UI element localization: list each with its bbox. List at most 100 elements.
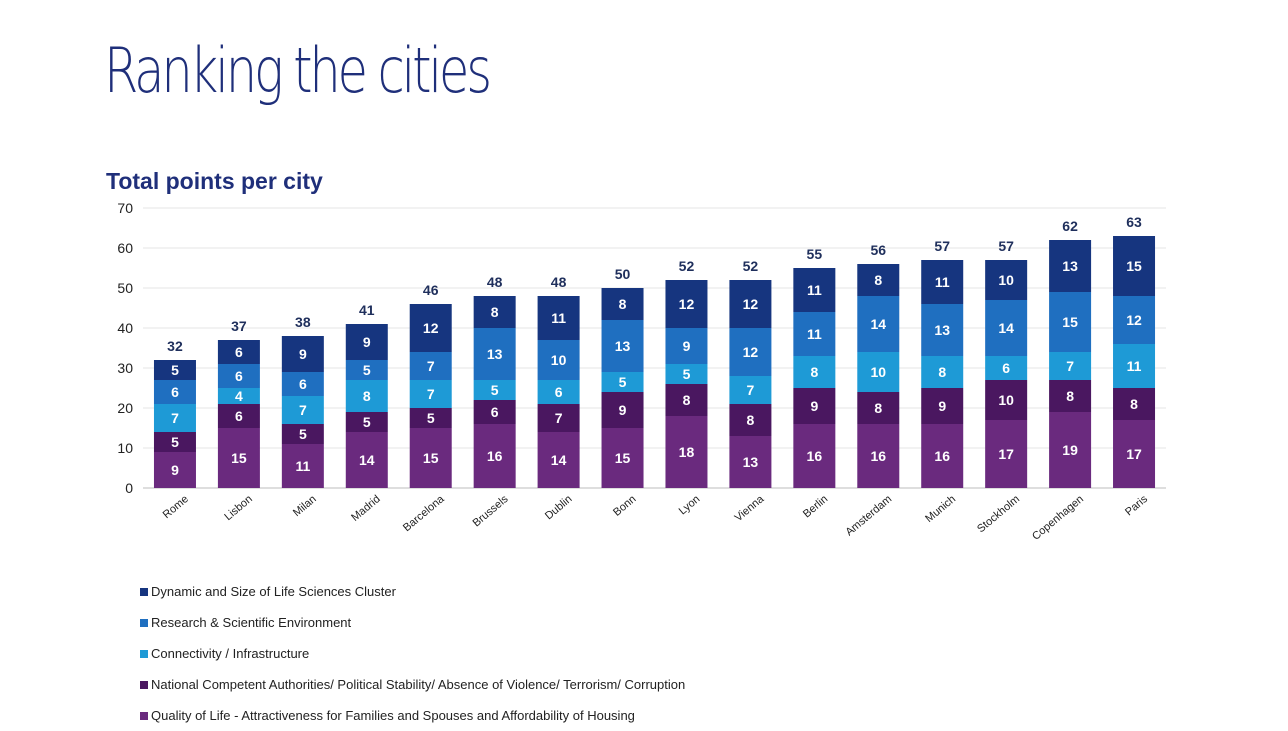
legend-label: Quality of Life - Attractiveness for Fam… [151, 708, 635, 723]
segment-value-label: 5 [491, 382, 499, 398]
x-tick-label: Dublin [543, 493, 575, 522]
segment-value-label: 18 [679, 444, 695, 460]
segment-value-label: 6 [299, 376, 307, 392]
segment-value-label: 16 [870, 448, 886, 464]
segment-value-label: 7 [427, 386, 435, 402]
bar-segment [1113, 344, 1156, 388]
segment-value-label: 12 [743, 344, 759, 360]
bar-segment [409, 352, 452, 380]
bar-segment [921, 424, 964, 488]
segment-value-label: 5 [619, 374, 627, 390]
segment-value-label: 13 [934, 322, 950, 338]
x-tick-label: Amsterdam [843, 493, 894, 538]
chart-title: Total points per city [106, 168, 323, 194]
bar-segment [473, 328, 516, 380]
segment-value-label: 5 [683, 366, 691, 382]
segment-value-label: 8 [491, 304, 499, 320]
segment-value-label: 12 [743, 296, 759, 312]
total-label: 46 [423, 282, 439, 298]
bar-segment [793, 388, 836, 424]
segment-value-label: 8 [1130, 396, 1138, 412]
bar-segment [409, 428, 452, 488]
segment-value-label: 8 [1066, 388, 1074, 404]
total-label: 57 [934, 238, 950, 254]
legend-item: Dynamic and Size of Life Sciences Cluste… [140, 576, 685, 607]
legend-swatch [140, 711, 148, 720]
bar-segment [537, 432, 580, 488]
x-tick-label: Lisbon [222, 493, 255, 523]
total-label: 32 [167, 338, 183, 354]
bar-segment [729, 436, 772, 488]
segment-value-label: 11 [935, 274, 950, 290]
bar-segment [537, 296, 580, 340]
y-tick-label: 0 [125, 480, 133, 496]
bar-segment [665, 328, 708, 364]
bar-segment [281, 424, 324, 444]
total-label: 48 [551, 274, 567, 290]
y-tick-label: 50 [117, 280, 133, 296]
total-labels: 32 37 38 41 46 48 48 50 52 52 55 56 57 57 62 63 [167, 214, 1142, 354]
bar-segment [921, 388, 964, 424]
segment-value-label: 8 [363, 388, 371, 404]
total-label: 37 [231, 318, 247, 334]
bar-stack: 9 5 7 6 5 [153, 360, 196, 488]
legend-swatch [140, 649, 148, 658]
segment-value-label: 8 [938, 364, 946, 380]
bar-stack: 11 5 7 6 9 [281, 336, 324, 488]
x-axis: Rome Lisbon Milan Madrid Barcelona Brussels Du… [161, 493, 1151, 543]
total-label: 52 [679, 258, 695, 274]
segment-value-label: 10 [998, 392, 1014, 408]
legend-item: Quality of Life - Attractiveness for Fam… [140, 700, 685, 731]
segment-value-label: 9 [619, 402, 627, 418]
bar-segment [729, 280, 772, 328]
bar-segment [857, 352, 900, 392]
legend-swatch [140, 680, 148, 689]
bar-segment [409, 408, 452, 428]
bar-segment [281, 396, 324, 424]
bar-stacks: 9576515646611576914585915577121665138147… [153, 236, 1156, 488]
bar-segment [1049, 380, 1092, 412]
bar-segment [473, 424, 516, 488]
bar-segment [345, 412, 388, 432]
bar-segment [217, 428, 260, 488]
segment-value-label: 11 [551, 310, 566, 326]
legend-item: Connectivity / Infrastructure [140, 638, 685, 669]
bar-segment [217, 388, 260, 404]
bar-segment [1113, 236, 1156, 296]
segment-value-label: 6 [555, 384, 563, 400]
segment-value-label: 15 [615, 450, 631, 466]
bar-segment [857, 264, 900, 296]
legend-swatch [140, 587, 148, 596]
bar-segment [537, 380, 580, 404]
segment-value-label: 14 [551, 452, 567, 468]
segment-value-label: 11 [807, 326, 822, 342]
bar-segment [729, 404, 772, 436]
segment-value-label: 9 [299, 346, 307, 362]
x-tick-label: Milan [291, 493, 319, 519]
bar-segment [537, 404, 580, 432]
bar-segment [345, 324, 388, 360]
bar-segment [345, 360, 388, 380]
bar-segment [1049, 292, 1092, 352]
bar-stack: 13 8 7 12 12 [729, 280, 772, 488]
segment-value-label: 6 [235, 408, 243, 424]
y-axis: 0 10 20 30 40 50 60 70 [117, 200, 133, 496]
segment-value-label: 7 [555, 410, 563, 426]
bar-segment [857, 392, 900, 424]
y-tick-label: 70 [117, 200, 133, 216]
segment-value-label: 8 [683, 392, 691, 408]
bar-segment [281, 336, 324, 372]
segment-value-label: 17 [1126, 446, 1142, 462]
legend-item: Research & Scientific Environment [140, 607, 685, 638]
bar-segment [1113, 296, 1156, 344]
bar-segment [793, 312, 836, 356]
x-tick-label: Stockholm [975, 493, 1022, 535]
total-label: 52 [743, 258, 759, 274]
segment-value-label: 5 [299, 426, 307, 442]
bar-segment [217, 340, 260, 364]
bar-segment [281, 444, 324, 488]
total-label: 41 [359, 302, 375, 318]
bar-stack: 14 7 6 10 11 [537, 296, 580, 488]
bar-stack: 15 6 4 6 6 [217, 340, 260, 488]
bar-segment [921, 356, 964, 388]
